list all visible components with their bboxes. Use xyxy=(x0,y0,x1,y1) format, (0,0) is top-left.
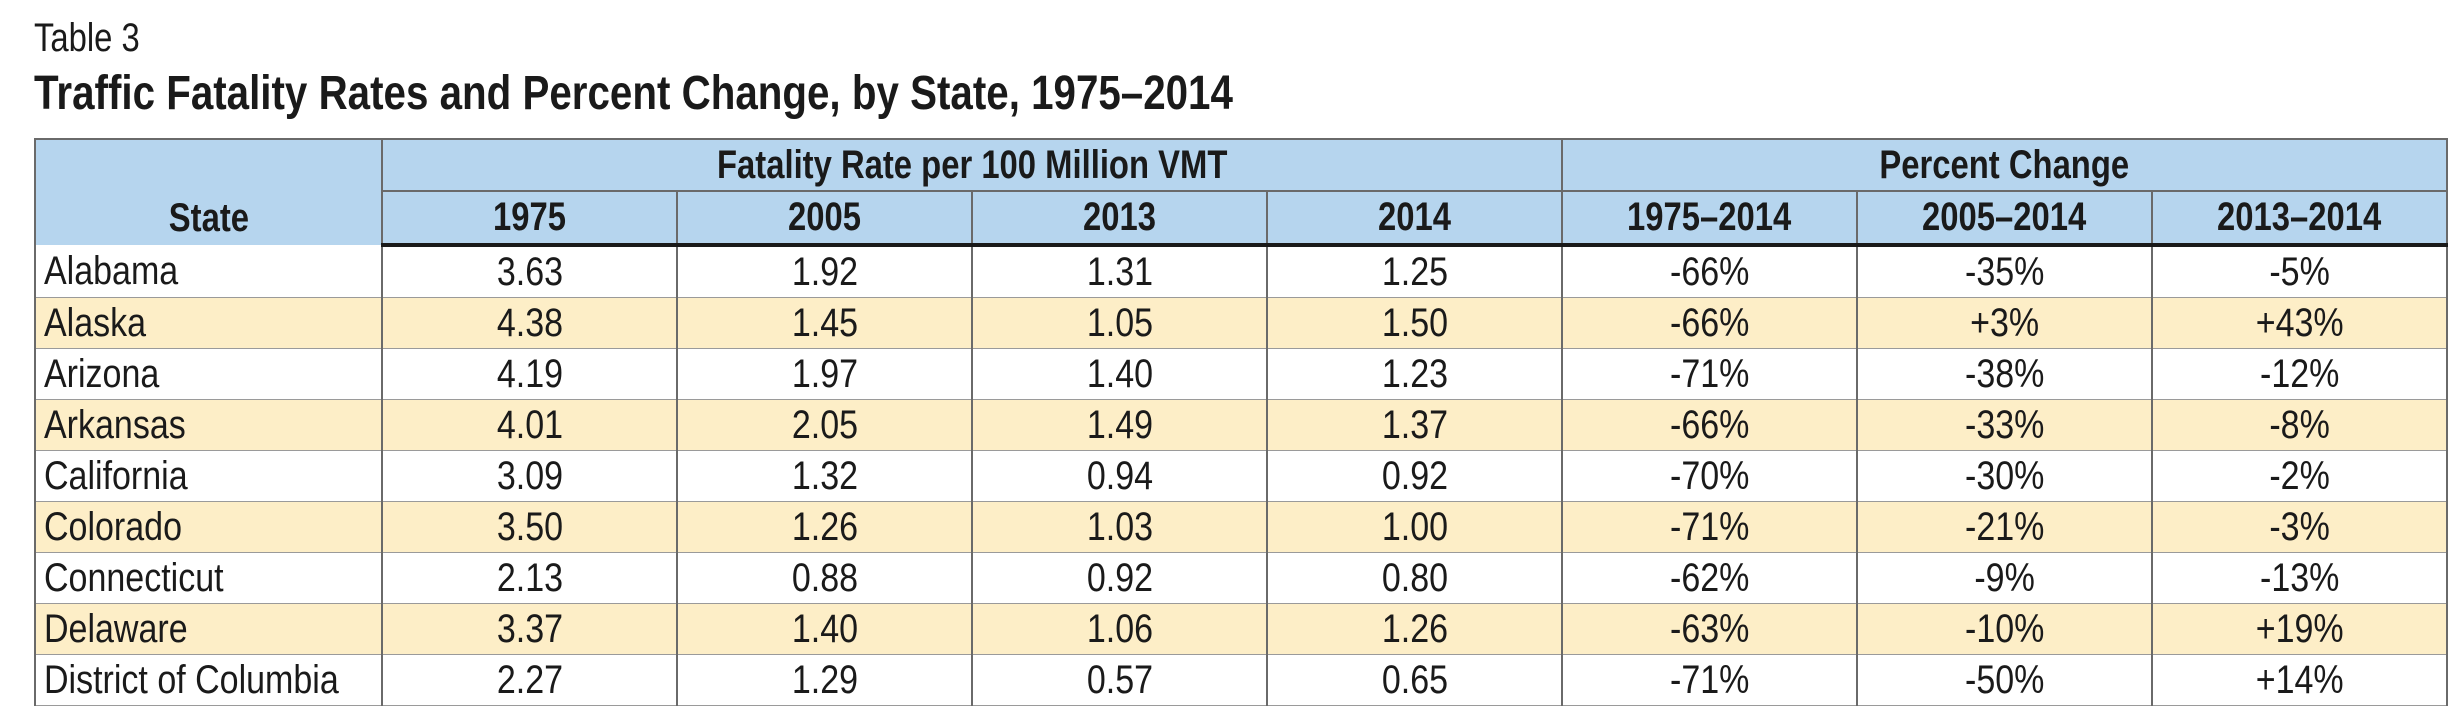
state-cell: Alabama xyxy=(33,245,384,298)
value-cell: 1.40 xyxy=(676,603,974,655)
value-cell: -38% xyxy=(1855,348,2153,400)
value-cell: 3.09 xyxy=(381,450,679,502)
value-cell: 1.23 xyxy=(1266,348,1564,400)
value-cell: 1.26 xyxy=(676,501,974,553)
column-header: 2013–2014 xyxy=(2150,190,2448,247)
value-cell: 1.40 xyxy=(971,348,1269,400)
value-cell: 2.27 xyxy=(381,654,679,706)
column-header: 2005–2014 xyxy=(1855,190,2153,247)
value-cell: 3.50 xyxy=(381,501,679,553)
table-row: Connecticut 2.13 0.88 0.92 0.80 -62% -9% -13% xyxy=(33,552,2448,604)
value-cell: -8% xyxy=(2150,399,2448,451)
value-cell: -3% xyxy=(2150,501,2448,553)
value-cell: 1.45 xyxy=(676,297,974,349)
value-cell: 1.97 xyxy=(676,348,974,400)
table-row: Delaware 3.37 1.40 1.06 1.26 -63% -10% +19% xyxy=(33,603,2448,655)
value-cell: 1.92 xyxy=(676,245,974,298)
value-cell: +43% xyxy=(2150,297,2448,349)
value-cell: -70% xyxy=(1561,450,1858,502)
state-cell: Colorado xyxy=(33,501,384,553)
value-cell: 0.94 xyxy=(971,450,1269,502)
value-cell: 3.63 xyxy=(381,245,679,298)
value-cell: 2.13 xyxy=(381,552,679,604)
value-cell: 0.92 xyxy=(971,552,1269,604)
value-cell: 0.80 xyxy=(1266,552,1564,604)
value-cell: 1.03 xyxy=(971,501,1269,553)
value-cell: -35% xyxy=(1855,245,2153,298)
state-cell: Arizona xyxy=(33,348,384,400)
value-cell: 4.38 xyxy=(381,297,679,349)
value-cell: -62% xyxy=(1561,552,1858,604)
percent-change-group-header: Percent Change xyxy=(1561,138,2448,191)
value-cell: 0.57 xyxy=(971,654,1269,706)
value-cell: -21% xyxy=(1855,501,2153,553)
value-cell: 0.92 xyxy=(1266,450,1564,502)
value-cell: 1.06 xyxy=(971,603,1269,655)
table-row: California 3.09 1.32 0.94 0.92 -70% -30% -2% xyxy=(33,450,2448,502)
fatality-rates-table: State Fatality Rate per 100 Million VMT … xyxy=(33,138,2448,706)
value-cell: -9% xyxy=(1855,552,2153,604)
table-row: District of Columbia 2.27 1.29 0.57 0.65 -71%… xyxy=(33,654,2448,706)
table-body: Alabama 3.63 1.92 1.31 1.25 -66% -35% -5% Alaska… xyxy=(33,245,2448,706)
value-cell: -10% xyxy=(1855,603,2153,655)
column-header: 1975–2014 xyxy=(1561,190,1858,247)
table-row: Alabama 3.63 1.92 1.31 1.25 -66% -35% -5% xyxy=(33,245,2448,298)
value-cell: -66% xyxy=(1561,297,1858,349)
value-cell: -5% xyxy=(2150,245,2448,298)
value-cell: 0.88 xyxy=(676,552,974,604)
value-cell: -66% xyxy=(1561,399,1858,451)
state-cell: Arkansas xyxy=(33,399,384,451)
value-cell: 4.19 xyxy=(381,348,679,400)
value-cell: 1.32 xyxy=(676,450,974,502)
value-cell: -63% xyxy=(1561,603,1858,655)
value-cell: -13% xyxy=(2150,552,2448,604)
state-cell: California xyxy=(33,450,384,502)
state-cell: Alaska xyxy=(33,297,384,349)
header-column-row: 1975 2005 2013 2014 1975–2014 2005–2014 … xyxy=(35,190,2448,247)
value-cell: 4.01 xyxy=(381,399,679,451)
value-cell: 1.25 xyxy=(1266,245,1564,298)
value-cell: -71% xyxy=(1561,501,1858,553)
table-row: Alaska 4.38 1.45 1.05 1.50 -66% +3% +43% xyxy=(33,297,2448,349)
value-cell: 1.29 xyxy=(676,654,974,706)
value-cell: -12% xyxy=(2150,348,2448,400)
value-cell: 3.37 xyxy=(381,603,679,655)
value-cell: -71% xyxy=(1561,654,1858,706)
table-title: Traffic Fatality Rates and Percent Chang… xyxy=(34,67,1233,120)
value-cell: 1.26 xyxy=(1266,603,1564,655)
value-cell: 1.37 xyxy=(1266,399,1564,451)
value-cell: 1.50 xyxy=(1266,297,1564,349)
column-header: 2014 xyxy=(1266,190,1564,247)
column-header: 2013 xyxy=(971,190,1269,247)
value-cell: -50% xyxy=(1855,654,2153,706)
value-cell: 0.65 xyxy=(1266,654,1564,706)
column-header: 2005 xyxy=(676,190,974,247)
value-cell: 1.05 xyxy=(971,297,1269,349)
value-cell: -30% xyxy=(1855,450,2153,502)
header-group-row: State Fatality Rate per 100 Million VMT … xyxy=(33,138,2448,245)
value-cell: -66% xyxy=(1561,245,1858,298)
value-cell: -2% xyxy=(2150,450,2448,502)
fatality-rate-group-header: Fatality Rate per 100 Million VMT xyxy=(381,138,1564,191)
state-column-header: State xyxy=(33,138,384,245)
value-cell: -71% xyxy=(1561,348,1858,400)
value-cell: 1.31 xyxy=(971,245,1269,298)
value-cell: +14% xyxy=(2150,654,2448,706)
value-cell: 1.00 xyxy=(1266,501,1564,553)
table-row: Arkansas 4.01 2.05 1.49 1.37 -66% -33% -8% xyxy=(33,399,2448,451)
state-cell: Delaware xyxy=(33,603,384,655)
value-cell: 1.49 xyxy=(971,399,1269,451)
state-cell: District of Columbia xyxy=(33,654,384,706)
value-cell: +19% xyxy=(2150,603,2448,655)
table-row: Colorado 3.50 1.26 1.03 1.00 -71% -21% -3% xyxy=(33,501,2448,553)
value-cell: +3% xyxy=(1855,297,2153,349)
value-cell: 2.05 xyxy=(676,399,974,451)
table-row: Arizona 4.19 1.97 1.40 1.23 -71% -38% -12% xyxy=(33,348,2448,400)
column-header: 1975 xyxy=(381,190,679,247)
state-cell: Connecticut xyxy=(33,552,384,604)
table-caption: Table 3 xyxy=(34,16,140,60)
value-cell: -33% xyxy=(1855,399,2153,451)
